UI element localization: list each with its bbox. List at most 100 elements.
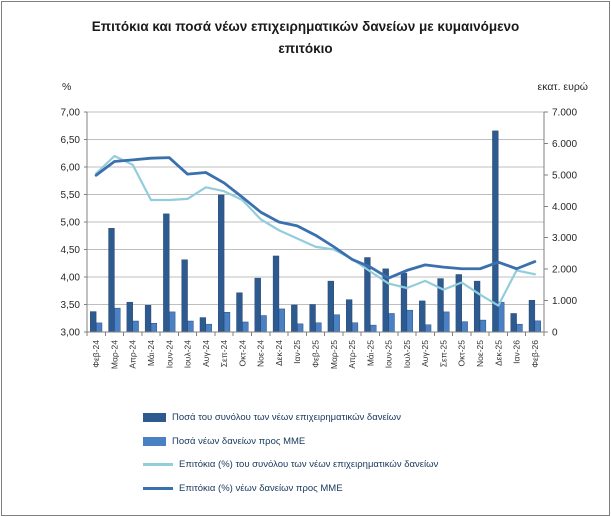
- x-tick-label: Ιαν-25: [292, 340, 302, 364]
- bar-sme-Νοε-24: [260, 315, 267, 333]
- x-axis-ticks: [86, 332, 545, 336]
- bar-swatch-sme-icon: [143, 436, 166, 446]
- bar-swatch-total-icon: [143, 413, 166, 423]
- bar-sme-Ιαν-26: [516, 323, 523, 333]
- bar-total-Νοε-24: [254, 277, 261, 333]
- bar-sme-Ιαν-25: [297, 323, 304, 333]
- legend-item-amounts-sme: Ποσά νέων δανείων προς ΜΜΕ: [143, 430, 438, 454]
- legend-label: Επιτόκια (%) νέων δανείων προς ΜΜΕ: [179, 482, 343, 494]
- x-tick-label: Απρ-25: [347, 340, 357, 369]
- bar-total-Απρ-24: [126, 301, 133, 333]
- bar-total-Μάι-24: [144, 305, 152, 333]
- line-rate-sme: [94, 156, 537, 280]
- bar-sme-Αυγ-24: [205, 323, 212, 333]
- bar-total-Ιουλ-25: [400, 272, 408, 333]
- bar-sme-Φεβ-26: [534, 320, 541, 333]
- bar-total-Φεβ-25: [309, 304, 316, 333]
- y-axis-right-labels: 7.000 6.000 5.000 4.000 3.000 2.000 1.000 0: [544, 108, 577, 339]
- legend-label: Ποσά του συνόλου των νέων επιχειρηματικώ…: [172, 412, 401, 424]
- left-tick-label: 5,50: [61, 190, 81, 201]
- bar-sme-Δεκ-25: [498, 301, 505, 333]
- x-tick-label: Αυγ-24: [201, 340, 211, 367]
- legend-item-rate-sme: Επιτόκια (%) νέων δανείων προς ΜΜΕ: [143, 477, 438, 501]
- right-tick-label: 3.000: [552, 233, 577, 244]
- x-tick-label: Σεπ-25: [438, 340, 448, 367]
- left-tick-label: 3,00: [61, 328, 81, 339]
- bar-sme-Σεπ-25: [443, 311, 450, 333]
- legend-item-rate-total: Επιτόκια (%) του συνόλου των νέων επιχει…: [143, 453, 438, 477]
- bar-sme-Μάι-25: [370, 324, 377, 333]
- x-tick-label: Ιαν-26: [512, 340, 522, 364]
- bar-sme-Φεβ-24: [95, 322, 103, 333]
- chart-canvas: 7,00 6,50 6,00 5,50 5,00 4,50 4,00 3,50 3,00 7.00…: [61, 81, 588, 369]
- right-axis-unit-label: εκατ. ευρώ: [538, 81, 588, 93]
- bar-total-Ιουν-24: [163, 213, 170, 333]
- left-tick-label: 4,50: [61, 245, 81, 256]
- legend-label: Ποσά νέων δανείων προς ΜΜΕ: [172, 435, 306, 447]
- left-tick-label: 6,00: [61, 163, 81, 174]
- x-tick-label: Νοε-25: [475, 340, 485, 367]
- bar-sme-Μαρ-25: [333, 314, 340, 333]
- bar-sme-Ιουν-25: [388, 313, 395, 333]
- bar-total-Σεπ-24: [218, 194, 225, 333]
- bar-sme-Μάι-24: [150, 322, 158, 333]
- x-tick-label: Δεκ-24: [274, 340, 284, 366]
- line-rate-total: [95, 154, 536, 307]
- bar-total-Μαρ-25: [327, 280, 334, 333]
- bar-total-Φεβ-26: [528, 300, 536, 333]
- y-axis-left-labels: 7,00 6,50 6,00 5,50 5,00 4,50 4,00 3,50 3,00: [61, 108, 87, 339]
- line-swatch-total-icon: [143, 463, 173, 467]
- right-tick-label: 1.000: [552, 296, 577, 307]
- chart-legend: Ποσά του συνόλου των νέων επιχειρηματικώ…: [143, 406, 438, 500]
- bar-sme-Μαρ-24: [114, 307, 121, 333]
- x-tick-label: Ιουλ-25: [402, 340, 412, 369]
- x-tick-label: Μαρ-25: [329, 340, 339, 369]
- x-axis-labels: Φεβ-24 Μαρ-24 Απρ-24 Μάι-24 Ιουν-24 Ιουλ-24 Αυ…: [91, 340, 540, 369]
- x-tick-label: Φεβ-26: [530, 340, 540, 368]
- x-tick-label: Ιουν-24: [164, 340, 174, 369]
- legend-item-amounts-total: Ποσά του συνόλου των νέων επιχειρηματικώ…: [143, 406, 438, 430]
- x-tick-label: Ιουν-25: [384, 340, 394, 369]
- x-tick-label: Ιουλ-24: [183, 340, 193, 369]
- bar-total-Ιουλ-24: [181, 259, 188, 333]
- x-tick-label: Σεπ-24: [219, 340, 229, 367]
- left-tick-label: 6,50: [61, 135, 81, 146]
- bar-sme-Απρ-25: [351, 322, 359, 333]
- chart-title-text: Επιτόκια και ποσά νέων επιχειρηματικών δ…: [91, 19, 520, 56]
- bar-sme-Ιουλ-25: [406, 309, 413, 333]
- bar-total-Φεβ-24: [90, 311, 97, 333]
- bar-total-Δεκ-24: [272, 255, 280, 333]
- left-tick-label: 3,50: [61, 300, 81, 311]
- bar-sme-Αυγ-25: [424, 324, 432, 333]
- right-tick-label: 4.000: [552, 202, 577, 213]
- left-axis-unit-label: %: [62, 81, 71, 93]
- x-tick-label: Απρ-24: [128, 340, 138, 369]
- x-tick-label: Μάι-25: [365, 340, 375, 366]
- bar-total-Ιαν-25: [291, 304, 298, 333]
- x-tick-label: Οκτ-25: [457, 340, 467, 367]
- x-tick-label: Φεβ-25: [311, 340, 321, 368]
- bar-total-Ιαν-26: [510, 313, 517, 333]
- bars-sme: [95, 301, 541, 333]
- bar-total-Αυγ-24: [199, 317, 207, 333]
- bar-total-Μαρ-24: [108, 228, 115, 333]
- right-tick-label: 0: [552, 328, 558, 339]
- axis-unit-labels: % εκατ. ευρώ: [62, 81, 588, 93]
- left-tick-label: 4,00: [61, 273, 81, 284]
- bar-total-Αυγ-25: [419, 300, 426, 333]
- bar-sme-Σεπ-24: [223, 311, 231, 333]
- bar-sme-Φεβ-25: [315, 322, 322, 333]
- line-swatch-sme-icon: [143, 486, 173, 490]
- right-tick-label: 5.000: [552, 170, 577, 181]
- left-tick-label: 5,00: [61, 218, 81, 229]
- bar-total-Νοε-25: [473, 280, 481, 333]
- legend-label: Επιτόκια (%) του συνόλου των νέων επιχει…: [179, 459, 439, 471]
- x-tick-label: Νοε-24: [256, 340, 266, 367]
- bar-sme-Δεκ-24: [278, 308, 285, 333]
- left-tick-label: 7,00: [61, 108, 81, 119]
- x-tick-label: Μάι-24: [146, 340, 156, 366]
- bar-sme-Απρ-24: [132, 320, 139, 333]
- bar-sme-Οκτ-24: [242, 321, 249, 333]
- right-tick-label: 2.000: [552, 265, 577, 276]
